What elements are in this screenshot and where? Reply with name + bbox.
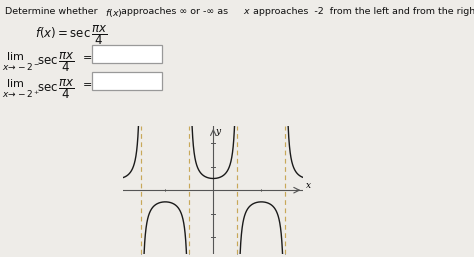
Text: $\sec\dfrac{\pi x}{4}$: $\sec\dfrac{\pi x}{4}$ xyxy=(37,77,75,101)
Text: $\sec\dfrac{\pi x}{4}$: $\sec\dfrac{\pi x}{4}$ xyxy=(37,50,75,74)
Text: =: = xyxy=(83,80,92,90)
Text: $f(x)$: $f(x)$ xyxy=(105,7,123,19)
Text: x: x xyxy=(306,181,311,190)
Text: approaches ∞ or -∞ as: approaches ∞ or -∞ as xyxy=(121,7,228,16)
Text: approaches  -2  from the left and from the right.: approaches -2 from the left and from the… xyxy=(253,7,474,16)
Text: $\lim$: $\lim$ xyxy=(6,77,24,89)
Text: Determine whether: Determine whether xyxy=(5,7,98,16)
Text: $\lim$: $\lim$ xyxy=(6,50,24,62)
Text: =: = xyxy=(83,53,92,63)
Text: y: y xyxy=(216,127,221,136)
Bar xyxy=(92,72,162,90)
Text: $x$: $x$ xyxy=(243,7,251,16)
Bar xyxy=(92,45,162,63)
Text: $x\!\to\!-2^-$: $x\!\to\!-2^-$ xyxy=(2,61,40,72)
Text: $x\!\to\!-2^+$: $x\!\to\!-2^+$ xyxy=(2,88,40,100)
Text: $f(x) = \sec\dfrac{\pi x}{4}$: $f(x) = \sec\dfrac{\pi x}{4}$ xyxy=(35,23,108,47)
